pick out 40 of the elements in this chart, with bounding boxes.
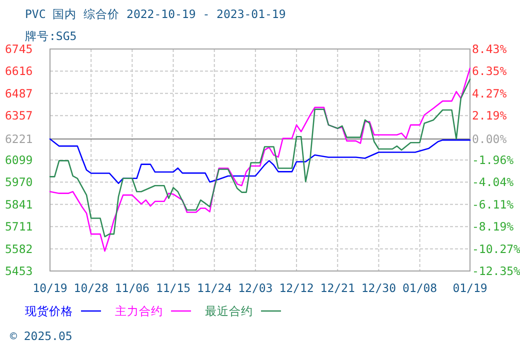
y2-tick-label: -12.35% <box>472 264 520 278</box>
legend-label: 主力合约 <box>115 304 163 318</box>
y-tick-label: 6099 <box>5 153 33 167</box>
x-tick-label: 12/12 <box>279 281 314 295</box>
x-tick-label: 12/30 <box>361 281 396 295</box>
x-tick-label: 11/24 <box>197 281 232 295</box>
y-tick-label: 5582 <box>5 242 33 256</box>
y-tick-label: 6357 <box>5 108 33 123</box>
line-series <box>49 138 471 184</box>
x-tick-label: 11/15 <box>156 281 191 295</box>
y2-tick-label: 0.00% <box>472 132 507 146</box>
x-tick-label: 10/28 <box>74 281 108 295</box>
text: © 2025.05 <box>10 329 72 343</box>
y-tick-label: 6616 <box>5 64 33 78</box>
y2-tick-label: -1.96% <box>472 153 514 167</box>
x-tick-label: 01/08 <box>402 281 438 295</box>
y2-tick-label: 2.19% <box>472 108 507 123</box>
chart-subtitle: 牌号:SG5 <box>25 29 77 43</box>
y2-tick-label: -10.27% <box>472 242 520 256</box>
y2-tick-label: -8.19% <box>472 220 514 234</box>
y-tick-label: 5711 <box>5 220 33 234</box>
y-tick-label: 6487 <box>5 86 33 100</box>
x-tick-label: 11/06 <box>114 281 150 295</box>
chart-title: PVC 国内 综合价 2022-10-19 - 2023-01-19 <box>25 7 286 21</box>
y2-tick-label: -6.11% <box>472 197 514 212</box>
y2-tick-label: 8.43% <box>472 42 507 56</box>
y-tick-label: 5453 <box>5 264 33 278</box>
x-tick-label: 12/21 <box>320 281 355 295</box>
y2-tick-label: -4.04% <box>472 175 514 190</box>
y-tick-label: 6745 <box>5 42 33 56</box>
y-tick-label: 5970 <box>5 175 33 190</box>
y-tick-label: 6221 <box>5 132 33 146</box>
y2-tick-label: 4.27% <box>472 86 507 100</box>
x-tick-label: 12/03 <box>238 281 273 295</box>
x-tick-label: 10/19 <box>32 281 68 295</box>
y-tick-label: 5841 <box>5 197 33 212</box>
legend-label: 现货价格 <box>25 304 73 318</box>
x-tick-label: 01/19 <box>452 281 488 295</box>
legend-label: 最近合约 <box>205 304 253 318</box>
y2-tick-label: 6.35% <box>472 64 507 78</box>
